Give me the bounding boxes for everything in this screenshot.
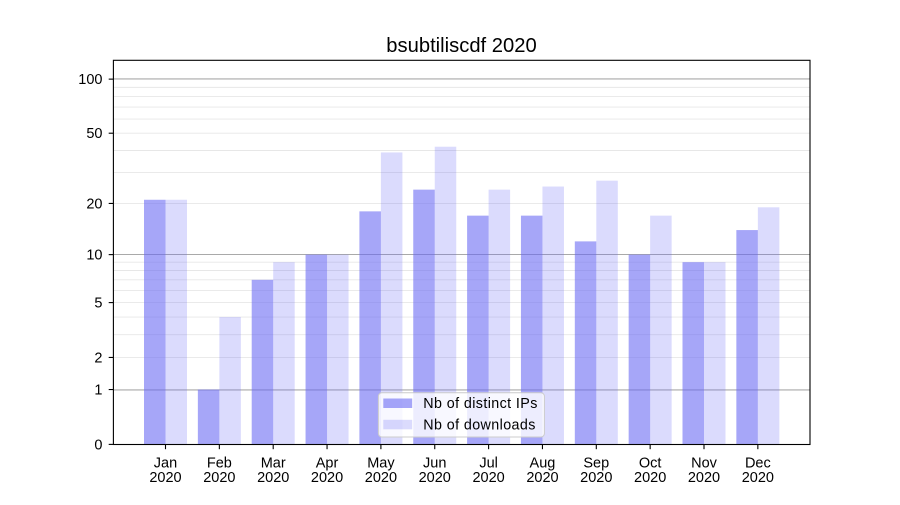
- svg-text:2020: 2020: [149, 470, 181, 486]
- svg-text:5: 5: [94, 295, 102, 311]
- svg-text:Oct: Oct: [639, 456, 662, 472]
- svg-text:Nov: Nov: [691, 456, 718, 472]
- svg-text:20: 20: [86, 196, 102, 212]
- svg-text:Apr: Apr: [316, 456, 339, 472]
- svg-text:0: 0: [94, 437, 102, 453]
- svg-text:Dec: Dec: [745, 456, 771, 472]
- svg-text:2020: 2020: [634, 470, 666, 486]
- svg-text:Mar: Mar: [261, 456, 286, 472]
- svg-text:1: 1: [94, 382, 102, 398]
- svg-text:2020: 2020: [365, 470, 397, 486]
- svg-text:Jul: Jul: [479, 456, 498, 472]
- svg-text:2020: 2020: [311, 470, 343, 486]
- svg-text:2020: 2020: [203, 470, 235, 486]
- svg-text:2020: 2020: [526, 470, 558, 486]
- svg-text:2020: 2020: [419, 470, 451, 486]
- svg-text:Aug: Aug: [530, 456, 556, 472]
- svg-text:2020: 2020: [257, 470, 289, 486]
- svg-text:May: May: [367, 456, 395, 472]
- svg-text:10: 10: [86, 248, 102, 264]
- svg-text:50: 50: [86, 126, 102, 142]
- svg-text:100: 100: [78, 72, 102, 88]
- svg-text:Nb of distinct IPs: Nb of distinct IPs: [423, 396, 537, 412]
- svg-text:2020: 2020: [472, 470, 504, 486]
- svg-text:bsubtiliscdf 2020: bsubtiliscdf 2020: [386, 35, 536, 57]
- svg-text:2: 2: [94, 350, 102, 366]
- svg-text:Jan: Jan: [154, 456, 177, 472]
- svg-text:2020: 2020: [688, 470, 720, 486]
- svg-text:Sep: Sep: [583, 456, 609, 472]
- svg-text:Feb: Feb: [207, 456, 232, 472]
- svg-text:2020: 2020: [742, 470, 774, 486]
- svg-text:2020: 2020: [580, 470, 612, 486]
- svg-text:Jun: Jun: [423, 456, 446, 472]
- svg-text:Nb of downloads: Nb of downloads: [423, 418, 536, 434]
